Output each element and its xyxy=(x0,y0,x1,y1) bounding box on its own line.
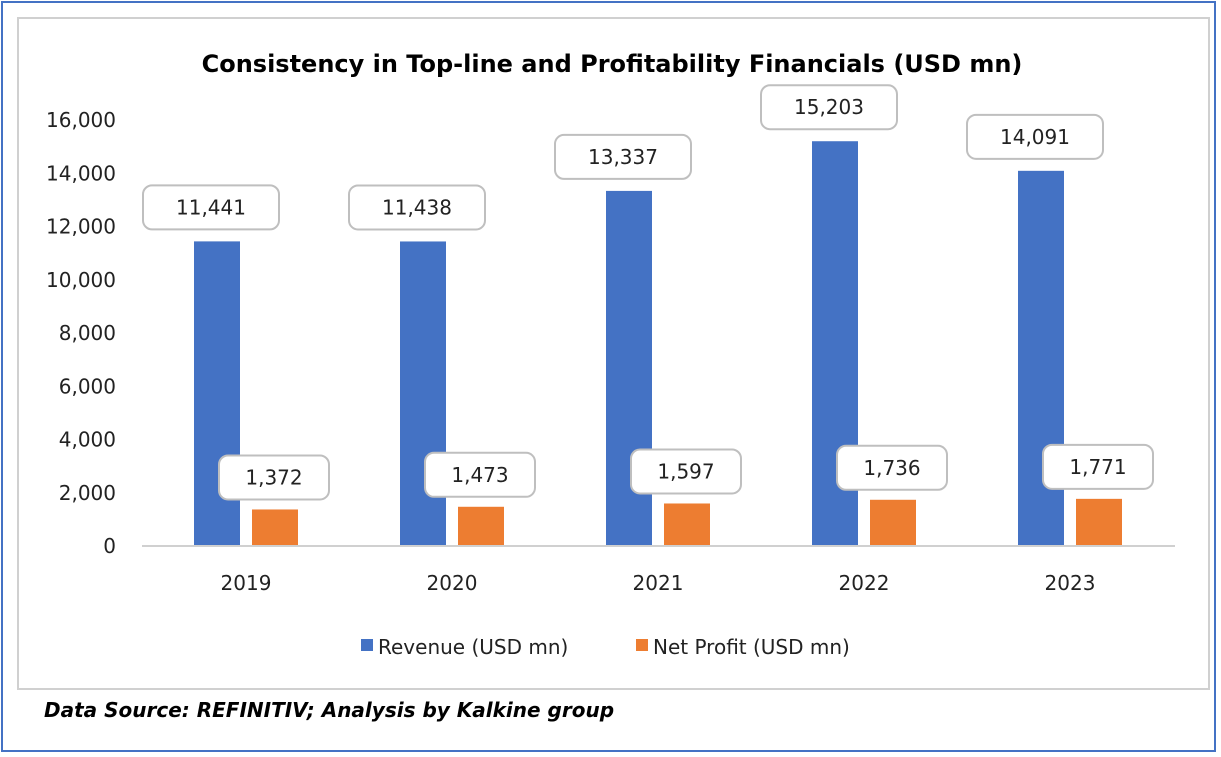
data-label-box xyxy=(1042,443,1154,490)
revenue-label-2019: 11,441 xyxy=(142,184,280,231)
y-axis: 0 2,000 4,000 6,000 8,000 10,000 12,000 14,000 1… xyxy=(46,108,116,558)
chart-title: Consistency in Top-line and Profitabilit… xyxy=(202,50,1023,78)
data-label-text: 14,091 xyxy=(1000,125,1070,149)
y-tick-label: 6,000 xyxy=(59,374,116,398)
net-profit-label-2023: 1,771 xyxy=(1042,443,1154,490)
net-profit-bar-2023 xyxy=(1076,498,1122,546)
legend-label: Revenue (USD mn) xyxy=(378,635,568,659)
legend-swatch xyxy=(361,639,373,651)
x-tick-label: 2023 xyxy=(1045,571,1096,595)
data-label-text: 13,337 xyxy=(588,145,658,169)
data-label-text: 1,597 xyxy=(657,459,714,483)
data-label-box xyxy=(218,454,330,501)
y-tick-label: 0 xyxy=(103,534,116,558)
net-profit-label-2020: 1,473 xyxy=(424,451,536,498)
revenue-label-2021: 13,337 xyxy=(554,133,692,180)
data-label-box xyxy=(966,113,1104,160)
data-label-text: 1,771 xyxy=(1069,455,1126,479)
y-tick-label: 2,000 xyxy=(59,481,116,505)
legend-item-net-profit: Net Profit (USD mn) xyxy=(636,635,850,659)
net-profit-label-2021: 1,597 xyxy=(630,448,742,495)
y-tick-label: 14,000 xyxy=(46,161,116,185)
data-labels: 11,441 1,372 11,438 1,473 13,337 1,597 15,203 1… xyxy=(142,84,1154,501)
data-label-text: 1,473 xyxy=(451,463,508,487)
legend-item-revenue: Revenue (USD mn) xyxy=(361,635,568,659)
data-label-text: 1,372 xyxy=(245,465,302,489)
data-label-text: 11,438 xyxy=(382,195,452,219)
data-label-box xyxy=(424,451,536,498)
data-label-box xyxy=(630,448,742,495)
x-tick-label: 2021 xyxy=(633,571,684,595)
revenue-label-2020: 11,438 xyxy=(348,184,486,231)
legend: Revenue (USD mn) Net Profit (USD mn) xyxy=(361,635,850,659)
net-profit-bar-2021 xyxy=(664,503,710,546)
x-tick-label: 2019 xyxy=(221,571,272,595)
net-profit-bar-2019 xyxy=(252,509,298,546)
legend-swatch xyxy=(636,639,648,651)
data-label-text: 1,736 xyxy=(863,456,920,480)
y-tick-label: 4,000 xyxy=(59,428,116,452)
data-label-box xyxy=(760,84,898,131)
data-label-box xyxy=(142,184,280,231)
data-label-text: 15,203 xyxy=(794,95,864,119)
data-label-box xyxy=(348,184,486,231)
y-tick-label: 16,000 xyxy=(46,108,116,132)
data-source-note: Data Source: REFINITIV; Analysis by Kalk… xyxy=(44,698,615,722)
y-tick-label: 12,000 xyxy=(46,215,116,239)
net-profit-bar-2020 xyxy=(458,506,504,546)
y-tick-label: 8,000 xyxy=(59,321,116,345)
net-profit-label-2019: 1,372 xyxy=(218,454,330,501)
net-profit-label-2022: 1,736 xyxy=(836,444,948,491)
legend-label: Net Profit (USD mn) xyxy=(653,635,850,659)
x-axis: 2019 2020 2021 2022 2023 xyxy=(221,571,1096,595)
net-profit-bar-2022 xyxy=(870,499,916,546)
revenue-label-2022: 15,203 xyxy=(760,84,898,131)
data-label-box xyxy=(836,444,948,491)
x-tick-label: 2020 xyxy=(427,571,478,595)
data-label-box xyxy=(554,133,692,180)
data-label-text: 11,441 xyxy=(176,195,246,219)
revenue-bar-2020 xyxy=(400,241,446,546)
y-tick-label: 10,000 xyxy=(46,268,116,292)
x-tick-label: 2022 xyxy=(839,571,890,595)
revenue-label-2023: 14,091 xyxy=(966,113,1104,160)
